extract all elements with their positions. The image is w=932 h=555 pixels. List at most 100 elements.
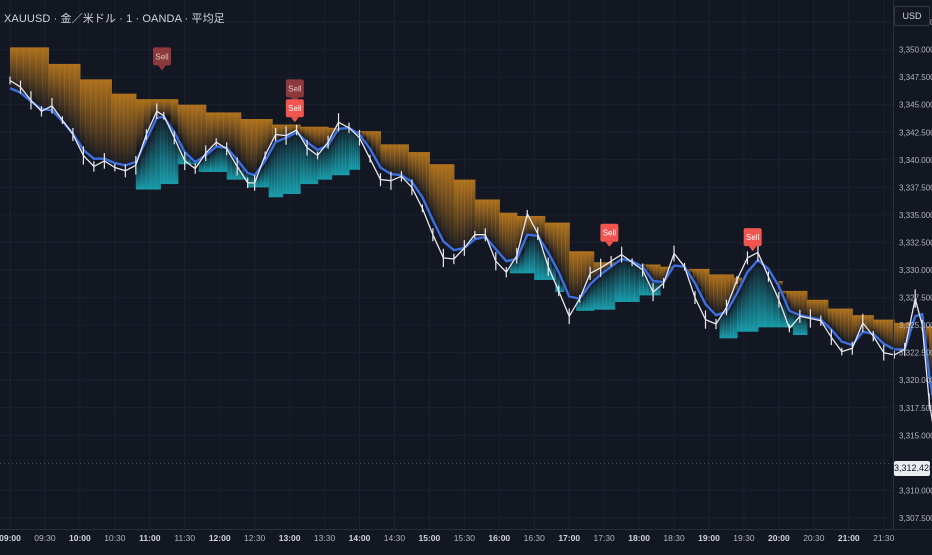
upper-band-cloud <box>362 131 367 137</box>
x-axis-tick-label: 12:30 <box>244 533 266 543</box>
upper-band-cloud <box>717 274 722 313</box>
upper-band-cloud <box>810 300 814 318</box>
y-axis-tick-label: 3,335.000 <box>899 211 932 220</box>
upper-band-cloud <box>206 112 212 150</box>
upper-band-cloud <box>319 127 324 148</box>
sell-marker-label: Sell <box>288 104 302 113</box>
lower-band-cloud <box>160 117 164 184</box>
lower-band-cloud <box>598 277 603 310</box>
y-axis-tick-label: 3,327.500 <box>899 294 932 303</box>
upper-band-cloud <box>653 265 657 282</box>
upper-band-cloud <box>399 144 404 175</box>
lower-band-cloud <box>587 289 591 311</box>
lower-band-cloud <box>652 281 657 295</box>
lower-band-cloud <box>730 306 734 339</box>
lower-band-cloud <box>146 141 151 189</box>
lower-band-cloud <box>804 317 807 335</box>
price-axis-divider <box>893 0 894 530</box>
upper-band-cloud <box>848 309 853 344</box>
upper-band-cloud <box>852 315 856 340</box>
upper-band-cloud <box>697 269 702 287</box>
last-price-label: 3,312.428 <box>894 461 930 476</box>
upper-band-cloud <box>171 99 179 127</box>
lower-band-cloud <box>248 174 253 187</box>
upper-band-cloud <box>54 64 60 112</box>
lower-band-cloud <box>723 313 727 338</box>
y-axis-tick-label: 3,330.000 <box>899 266 932 275</box>
y-axis-tick-label: 3,337.500 <box>899 183 932 192</box>
upper-band-cloud <box>69 64 75 129</box>
upper-band-cloud <box>549 223 554 254</box>
sell-marker-pointer <box>158 65 166 70</box>
lower-band-cloud <box>620 261 625 302</box>
upper-band-cloud <box>786 291 791 304</box>
upper-band-cloud <box>390 144 395 173</box>
upper-band-cloud <box>650 265 654 277</box>
lower-band-cloud <box>534 237 539 280</box>
upper-band-cloud <box>115 94 120 164</box>
currency-button[interactable]: USD <box>894 6 930 26</box>
upper-band-cloud <box>573 251 578 297</box>
upper-band-cloud <box>192 105 197 159</box>
upper-band-cloud <box>569 251 574 296</box>
upper-band-cloud <box>182 105 187 148</box>
lower-band-cloud <box>580 299 584 311</box>
y-axis-tick-label: 3,325.000 <box>899 321 932 330</box>
upper-band-cloud <box>487 199 492 238</box>
upper-band-cloud <box>385 144 390 170</box>
upper-band-cloud <box>433 164 438 221</box>
upper-band-cloud <box>561 223 566 278</box>
upper-band-cloud <box>256 119 262 166</box>
upper-band-cloud <box>491 199 496 243</box>
upper-band-cloud <box>120 94 125 164</box>
upper-band-cloud <box>309 127 314 144</box>
x-axis-tick-label: 21:30 <box>873 533 895 543</box>
lower-band-cloud <box>339 129 343 175</box>
upper-band-cloud <box>877 320 881 338</box>
lower-band-cloud <box>750 270 755 332</box>
upper-band-cloud <box>124 94 129 165</box>
lower-band-cloud <box>741 285 746 332</box>
lower-band-cloud <box>515 259 520 273</box>
lower-band-cloud <box>726 312 730 338</box>
upper-band-cloud <box>314 127 319 148</box>
sell-marker-pointer <box>605 242 613 247</box>
upper-band-cloud <box>887 320 891 346</box>
upper-band-cloud <box>557 223 562 269</box>
lower-band-cloud <box>286 138 290 194</box>
upper-band-cloud <box>419 152 423 192</box>
upper-band-cloud <box>446 164 451 243</box>
upper-band-cloud <box>101 79 107 158</box>
time-axis-divider <box>0 529 932 530</box>
upper-band-cloud <box>96 79 102 158</box>
upper-band-cloud <box>59 64 65 118</box>
lower-band-cloud <box>590 284 594 310</box>
upper-band-cloud <box>545 223 550 247</box>
lower-band-cloud <box>524 241 529 273</box>
x-axis-tick-label: 09:00 <box>0 533 21 543</box>
upper-band-cloud <box>721 274 726 312</box>
lower-band-cloud <box>520 253 525 274</box>
lower-band-cloud <box>733 299 737 338</box>
x-axis-tick-label: 18:00 <box>628 533 650 543</box>
upper-band-cloud <box>404 144 409 176</box>
upper-band-cloud <box>880 320 884 341</box>
upper-band-cloud <box>814 300 818 318</box>
upper-band-cloud <box>577 251 582 296</box>
upper-band-cloud <box>128 94 133 164</box>
upper-band-cloud <box>553 223 558 262</box>
upper-band-cloud <box>42 47 49 109</box>
upper-band-cloud <box>464 180 468 245</box>
lower-band-cloud <box>297 136 301 194</box>
x-axis-tick-label: 21:00 <box>838 533 860 543</box>
lower-band-cloud <box>136 162 141 190</box>
lower-band-cloud <box>216 147 222 172</box>
symbol-title[interactable]: XAUUSD · 金／米ドル · 1 · OANDA · 平均足 <box>4 10 225 26</box>
upper-band-cloud <box>705 269 710 303</box>
upper-band-cloud <box>241 119 247 164</box>
upper-band-cloud <box>828 309 833 327</box>
x-axis-tick-label: 19:30 <box>733 533 755 543</box>
upper-band-cloud <box>90 79 96 155</box>
